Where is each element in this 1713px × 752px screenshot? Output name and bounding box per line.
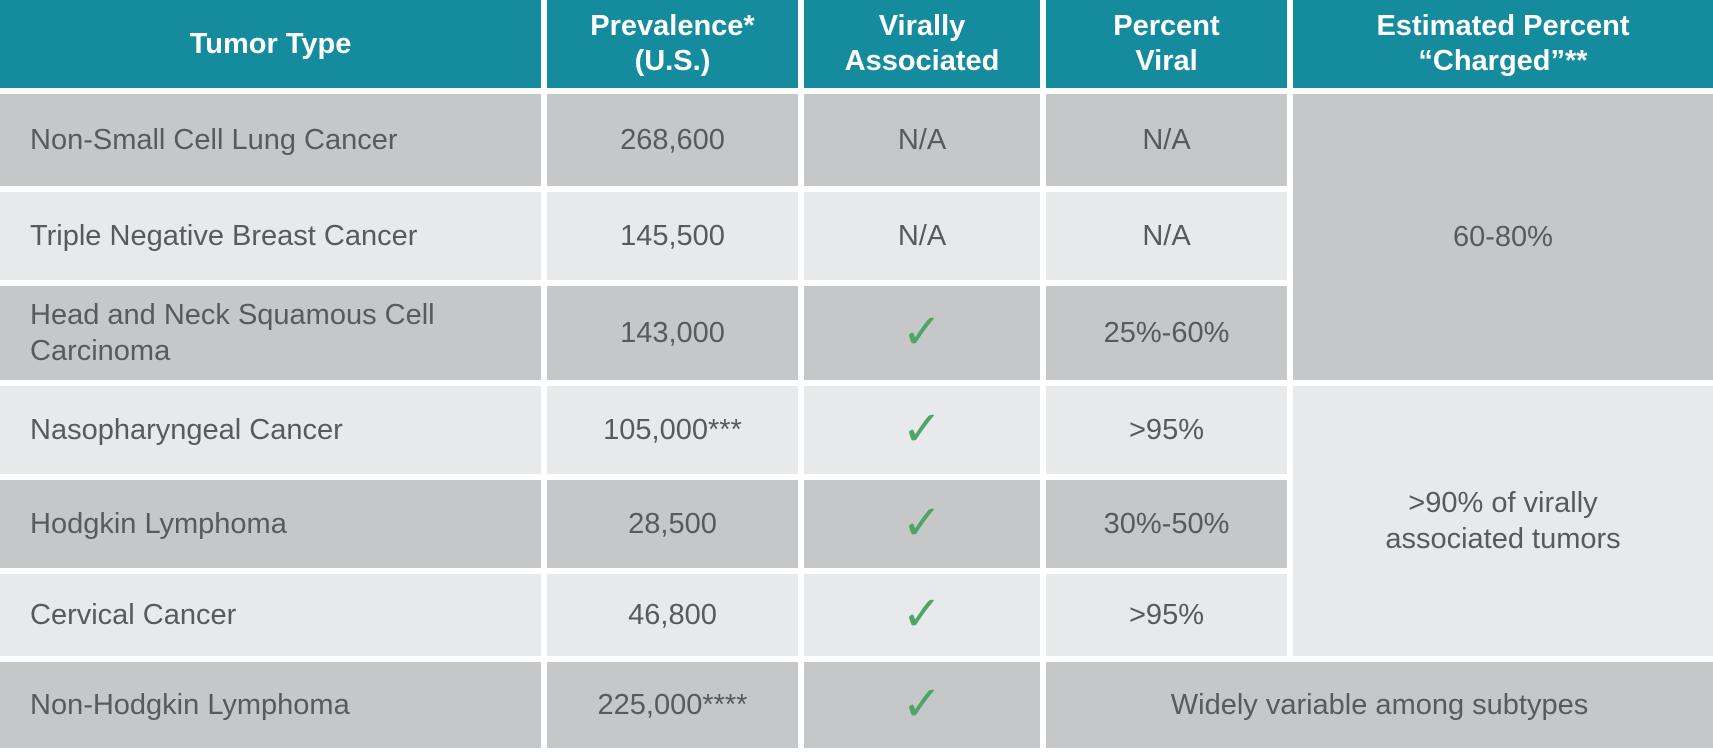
tumor-type-cell: Non-Small Cell Lung Cancer <box>0 94 541 186</box>
check-icon: ✓ <box>901 678 943 731</box>
header-cell-percent-viral: Percent Viral <box>1046 0 1287 88</box>
percent-viral-cell: 30%-50% <box>1046 480 1287 568</box>
header-cell-estimated-charged: Estimated Percent “Charged”** <box>1293 0 1713 88</box>
prevalence-cell: 225,000**** <box>547 662 798 748</box>
tumor-type-cell: Nasopharyngeal Cancer <box>0 386 541 474</box>
prevalence-cell: 143,000 <box>547 286 798 380</box>
header-cell-tumor-type: Tumor Type <box>0 0 541 88</box>
percent-viral-cell: >95% <box>1046 386 1287 474</box>
prevalence-cell: 105,000*** <box>547 386 798 474</box>
virally-associated-cell: N/A <box>804 94 1040 186</box>
prevalence-cell: 268,600 <box>547 94 798 186</box>
charged-merged-cell-top: 60-80% <box>1293 94 1713 380</box>
check-icon: ✓ <box>901 403 943 456</box>
tumor-type-cell: Hodgkin Lymphoma <box>0 480 541 568</box>
percent-viral-cell: 25%-60% <box>1046 286 1287 380</box>
header-cell-virally-associated: Virally Associated <box>804 0 1040 88</box>
check-icon: ✓ <box>901 497 943 550</box>
percent-viral-cell: N/A <box>1046 192 1287 280</box>
header-cell-prevalence: Prevalence* (U.S.) <box>547 0 798 88</box>
virally-associated-cell: ✓ <box>804 574 1040 656</box>
check-icon: ✓ <box>901 588 943 641</box>
tumor-type-cell: Head and Neck Squamous Cell Carcinoma <box>0 286 541 380</box>
virally-associated-cell: ✓ <box>804 480 1040 568</box>
tumor-type-cell: Non-Hodgkin Lymphoma <box>0 662 541 748</box>
virally-associated-cell: ✓ <box>804 386 1040 474</box>
check-icon: ✓ <box>901 306 943 359</box>
virally-associated-cell: ✓ <box>804 286 1040 380</box>
percent-viral-cell: >95% <box>1046 574 1287 656</box>
prevalence-cell: 145,500 <box>547 192 798 280</box>
percent-viral-cell: N/A <box>1046 94 1287 186</box>
tumor-type-cell: Triple Negative Breast Cancer <box>0 192 541 280</box>
virally-associated-cell: N/A <box>804 192 1040 280</box>
charged-merged-cell-middle: >90% of virally associated tumors <box>1293 386 1713 656</box>
prevalence-cell: 28,500 <box>547 480 798 568</box>
prevalence-cell: 46,800 <box>547 574 798 656</box>
variable-subtypes-merged-cell: Widely variable among subtypes <box>1046 662 1713 748</box>
tumor-type-cell: Cervical Cancer <box>0 574 541 656</box>
virally-associated-cell: ✓ <box>804 662 1040 748</box>
